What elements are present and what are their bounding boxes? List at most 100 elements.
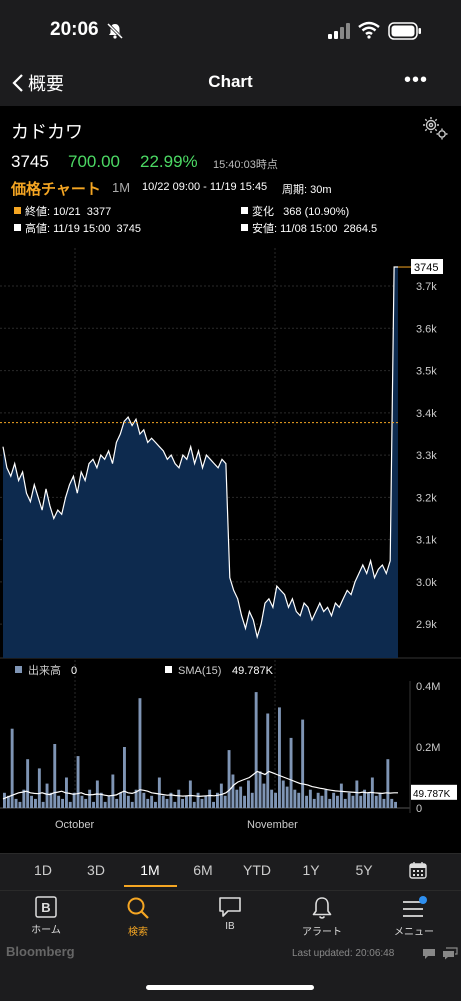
sma-legend-marker <box>165 666 172 673</box>
price-tick-label: 3.0k <box>416 577 437 589</box>
period-6m[interactable]: 6M <box>193 862 213 878</box>
price-tick-label: 3.4k <box>416 408 437 420</box>
volume-legend-label: 出来高 <box>28 663 61 677</box>
chart-type-selector[interactable]: 価格チャート <box>11 181 101 198</box>
volume-bar <box>157 777 161 808</box>
volume-bar <box>3 792 6 809</box>
volume-bar <box>61 798 64 808</box>
chart-period: 1M <box>112 180 131 195</box>
price-tick-label: 3.1k <box>416 535 437 547</box>
volume-legend-marker <box>15 666 22 673</box>
tab-bar <box>0 890 461 1001</box>
volume-bar <box>150 795 154 808</box>
volume-bar <box>332 792 336 809</box>
notification-badge <box>419 896 427 904</box>
period-3d[interactable]: 3D <box>87 862 105 878</box>
time-tick-label: November <box>247 819 298 831</box>
period-1y[interactable]: 1Y <box>302 862 320 878</box>
volume-legend-value: 0 <box>71 665 77 677</box>
chart-settings-icon[interactable] <box>421 115 449 141</box>
chat-icon[interactable] <box>422 948 436 960</box>
volume-bar <box>301 719 305 808</box>
close-marker-icon <box>14 207 21 214</box>
volume-bar <box>14 798 18 808</box>
volume-bar <box>270 789 274 808</box>
volume-bar <box>177 789 181 808</box>
price-volume-chart[interactable]: 3.7k 3.6k 3.5k 3.4k 3.3k 3.2k 3.1k 3.0k 2.9k 3745… <box>0 248 461 838</box>
tab-menu[interactable]: メニュー <box>374 896 454 938</box>
volume-bar <box>274 792 277 809</box>
volume-bar <box>68 801 72 808</box>
back-button[interactable]: 概要 <box>12 70 64 96</box>
volume-bar <box>328 798 332 808</box>
volume-bar <box>382 798 386 808</box>
volume-bar <box>173 801 177 808</box>
volume-bar <box>84 798 88 808</box>
navigation-bar <box>0 62 461 106</box>
volume-bar <box>34 798 37 808</box>
volume-bar <box>394 801 397 808</box>
volume-bar <box>367 792 370 809</box>
volume-bar <box>142 792 146 809</box>
period-1d[interactable]: 1D <box>34 862 52 878</box>
tab-home-label: ホーム <box>31 925 61 936</box>
menu-icon <box>403 896 427 917</box>
volume-bar <box>374 795 378 808</box>
page-title: Chart <box>208 72 253 91</box>
volume-bar <box>293 789 297 808</box>
stat-high-label: 高値: 11/19 15:00 <box>25 223 111 235</box>
volume-bar <box>359 795 363 808</box>
high-marker-icon <box>14 224 21 231</box>
volume-bar <box>297 792 301 809</box>
tab-home[interactable]: B ホーム <box>6 896 86 936</box>
tab-ib[interactable]: IB <box>190 896 270 932</box>
volume-bar <box>289 737 293 808</box>
tab-search[interactable]: 検索 <box>98 896 178 938</box>
volume-bar <box>285 786 289 808</box>
volume-bar <box>351 795 355 808</box>
volume-bar <box>123 747 126 808</box>
volume-bar <box>204 795 208 808</box>
volume-bar <box>247 780 250 808</box>
period-selector <box>0 853 461 891</box>
bell-icon <box>312 897 332 919</box>
volume-bar <box>72 792 76 809</box>
volume-bar <box>223 795 227 808</box>
volume-bar <box>49 792 53 809</box>
tab-alerts-label: アラート <box>302 927 342 938</box>
period-ytd[interactable]: YTD <box>243 862 271 878</box>
tab-alerts[interactable]: アラート <box>282 896 362 938</box>
time-tick-label: October <box>55 819 94 831</box>
volume-bar <box>355 780 359 808</box>
volume-bar <box>378 792 382 809</box>
price-change: 700.00 <box>68 152 120 171</box>
battery-icon <box>388 22 421 40</box>
more-options-icon[interactable]: ••• <box>404 69 429 91</box>
chat-multiple-icon[interactable] <box>442 947 458 960</box>
volume-bar <box>103 801 107 808</box>
volume-bar <box>266 713 270 808</box>
volume-bar <box>281 780 285 808</box>
volume-bar <box>107 795 111 808</box>
volume-bar <box>134 789 138 808</box>
volume-bar <box>200 798 204 808</box>
volume-bar <box>22 789 26 808</box>
volume-bar <box>181 798 184 808</box>
stat-change-label: 変化 <box>252 206 274 218</box>
calendar-icon[interactable] <box>409 861 427 879</box>
status-bar <box>0 0 461 62</box>
price-change-percent: 22.99% <box>140 152 198 171</box>
chevron-left-icon <box>12 74 23 92</box>
volume-axis: 0.4M 0.2M 0 49.787K <box>411 681 457 815</box>
volume-bar <box>76 756 80 808</box>
period-1m[interactable]: 1M <box>140 862 160 878</box>
home-indicator <box>146 985 314 990</box>
bell-muted-icon <box>106 22 124 40</box>
period-5y[interactable]: 5Y <box>355 862 373 878</box>
volume-bar <box>316 792 320 809</box>
svg-text:B: B <box>41 900 50 915</box>
volume-bar <box>185 795 188 808</box>
volume-bar <box>196 792 200 809</box>
volume-tick-label: 0.2M <box>416 742 440 754</box>
back-label: 概要 <box>28 74 64 94</box>
